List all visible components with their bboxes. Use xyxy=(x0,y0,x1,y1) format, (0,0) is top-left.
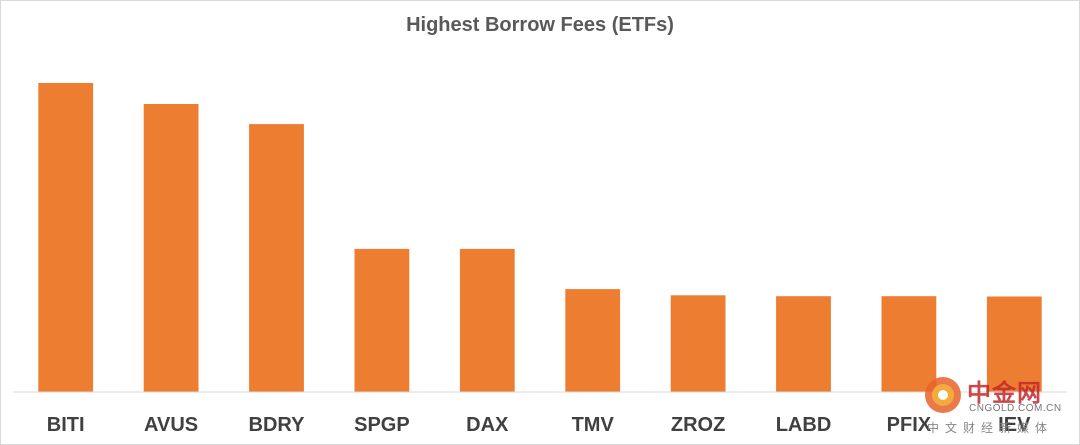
category-label-pfix: PFIX xyxy=(887,414,932,436)
category-label-biti: BITI xyxy=(47,414,85,436)
category-label-avus: AVUS xyxy=(144,414,198,436)
bar-dax xyxy=(459,248,515,392)
bar-pfix xyxy=(881,296,937,392)
category-label-spgp: SPGP xyxy=(354,414,410,436)
category-label-iev: IEV xyxy=(998,414,1031,436)
category-label-bdry: BDRY xyxy=(249,414,306,436)
bar-labd xyxy=(776,296,831,392)
category-label-dax: DAX xyxy=(466,414,509,436)
bar-spgp xyxy=(354,248,410,392)
bars-group xyxy=(38,83,1042,392)
bar-bdry xyxy=(249,124,304,392)
bar-tmv xyxy=(565,289,621,392)
chart-title: Highest Borrow Fees (ETFs) xyxy=(406,14,674,36)
bar-avus xyxy=(143,104,199,392)
category-labels-group: BITI AVUS BDRY SPGP DAX TMV ZROZ LABD PFIX IEV xyxy=(47,414,1031,436)
watermark-url: CNGOLD.COM.CN xyxy=(969,403,1062,414)
category-label-tmv: TMV xyxy=(572,414,615,436)
category-label-zroz: ZROZ xyxy=(671,414,725,436)
bar-zroz xyxy=(670,295,726,392)
watermark: 中金网 CNGOLD.COM.CN 中文财经新媒体 xyxy=(921,373,1071,439)
bar-biti xyxy=(38,83,94,392)
watermark-name: 中金网 xyxy=(967,380,1042,407)
watermark-logo-icon xyxy=(925,377,961,413)
category-label-labd: LABD xyxy=(776,414,832,436)
watermark-tagline: 中文财经新媒体 xyxy=(927,421,1054,435)
bar-iev xyxy=(986,296,1042,392)
